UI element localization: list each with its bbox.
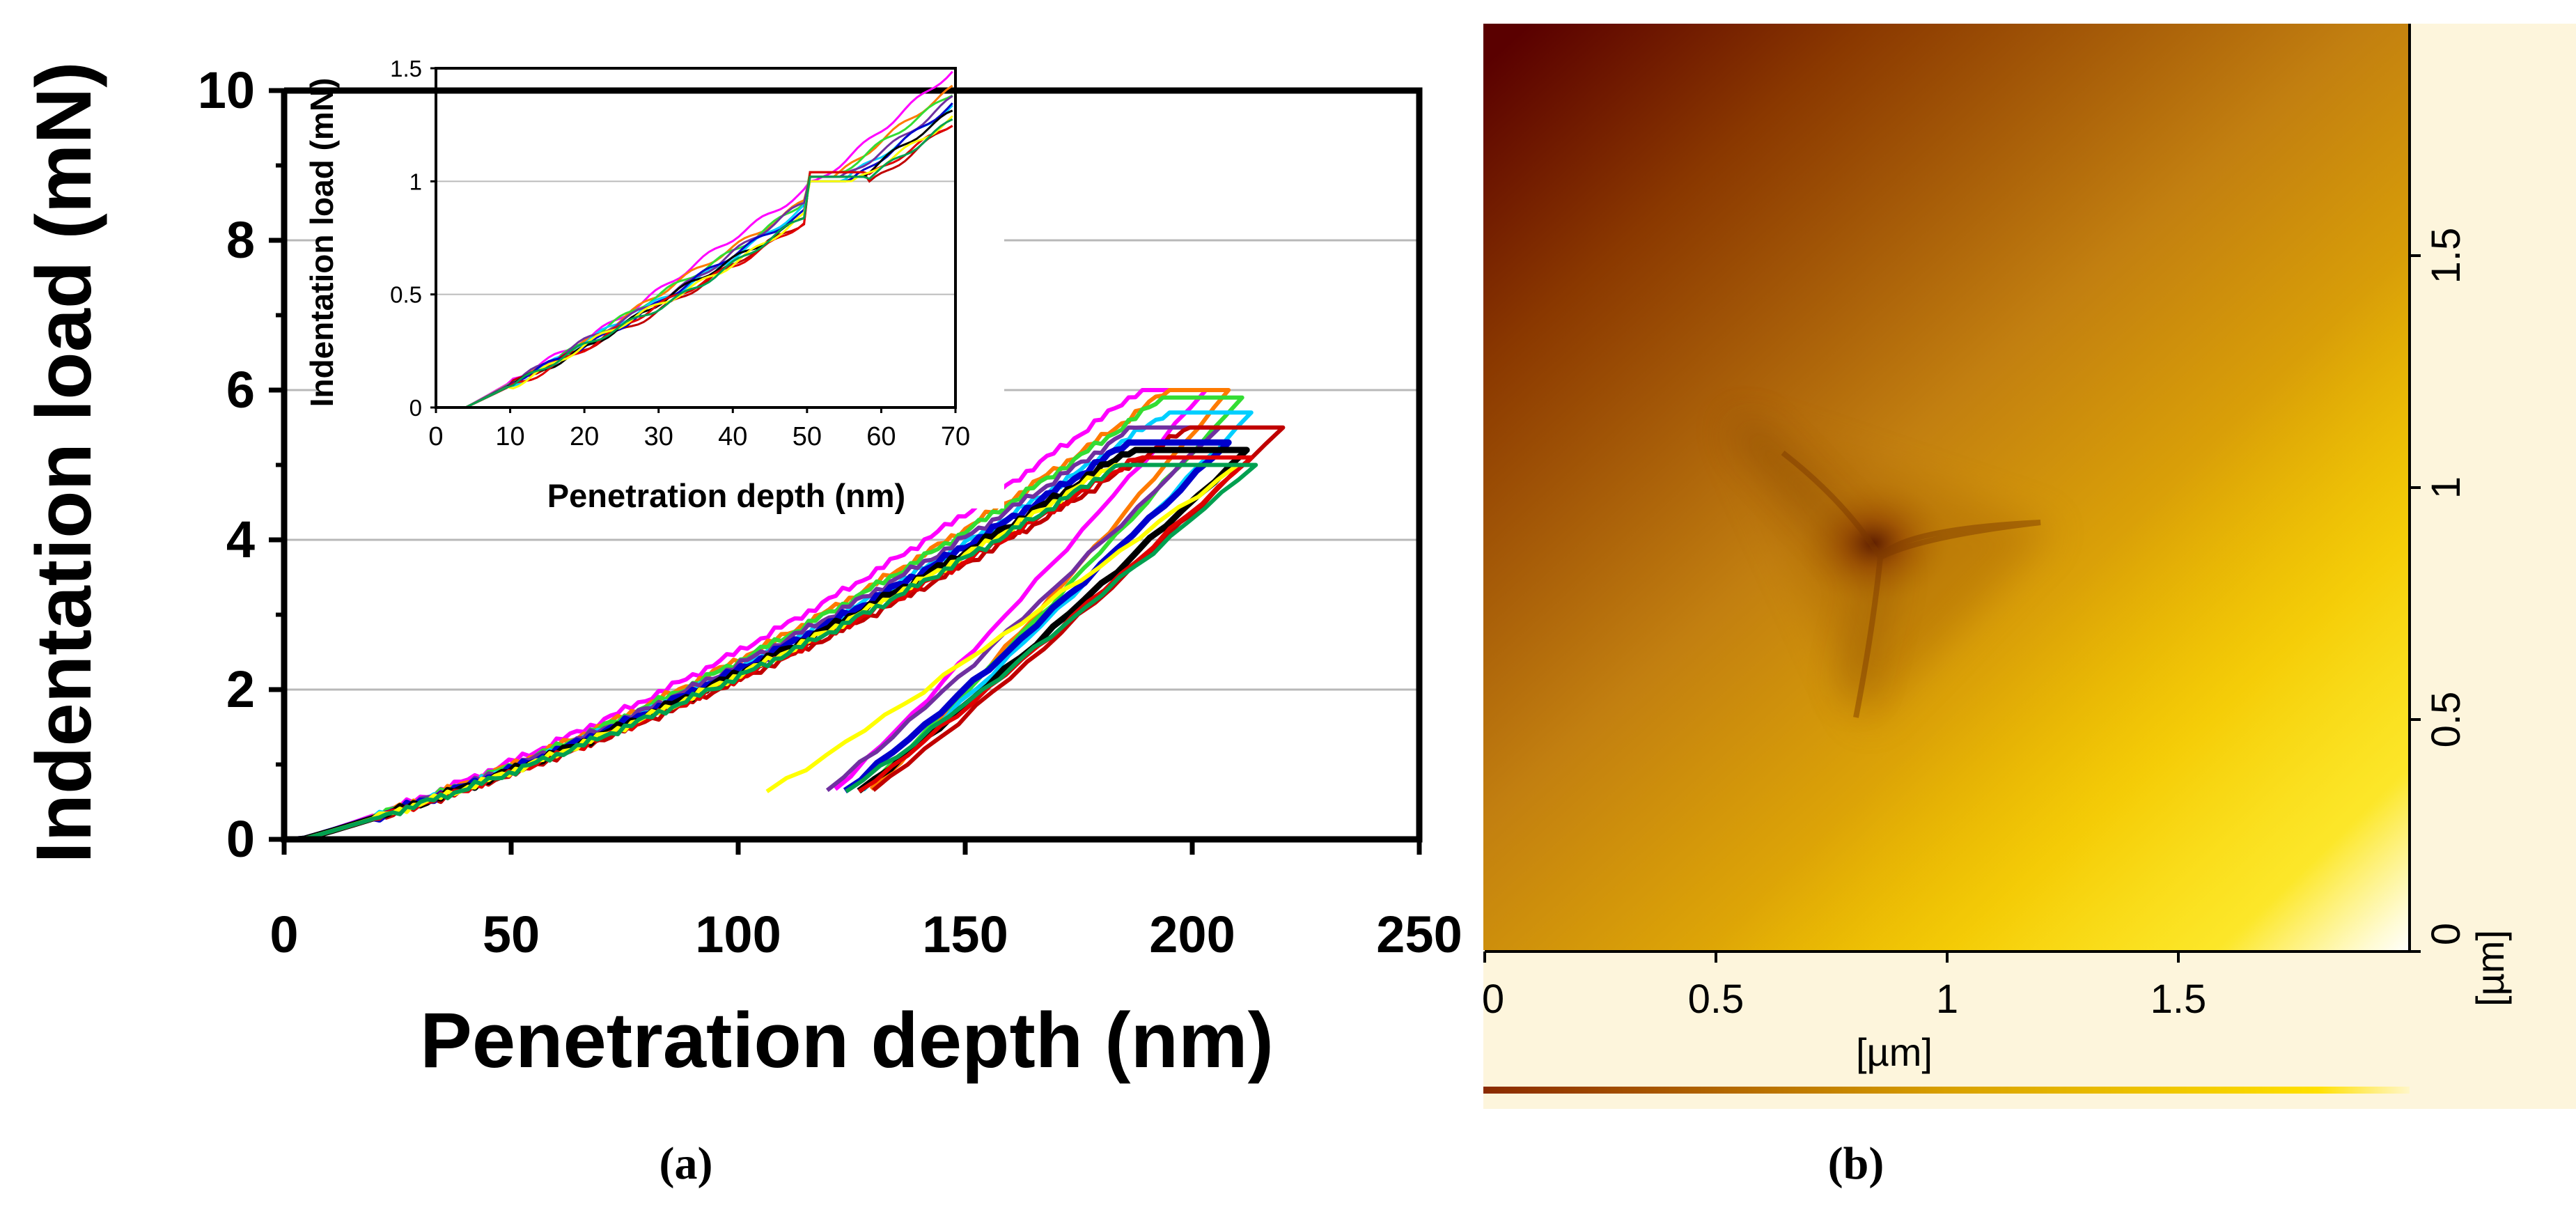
inset-x-tick-label-40: 40 — [718, 422, 747, 451]
y-tick-label-6: 6 — [226, 361, 255, 419]
panel-b-y-tick-label-0.5: 0.5 — [2423, 692, 2469, 748]
y-tick-label-4: 4 — [226, 511, 255, 568]
load-curve-curve-11 — [284, 463, 1258, 841]
inset-curves — [436, 70, 953, 409]
panel-b-x-tick-label-1.5: 1.5 — [2150, 977, 2207, 1022]
panel-b-x-tick-label-0: 0 — [1482, 977, 1504, 1022]
panel-b-y-axis-unit: [µm] — [2468, 930, 2512, 1007]
panel-a-caption: (a) — [659, 1138, 713, 1189]
inset-curve-curve-7 — [436, 102, 953, 409]
x-tick-label-150: 150 — [922, 906, 1008, 963]
panel-b-afm-image: 0 0.5 1 1.5 0 0.5 1 1.5 [µm] [µm] (b) — [1482, 24, 2576, 1189]
panel-b-x-tick-label-0.5: 0.5 — [1688, 977, 1744, 1022]
panel-b-caption: (b) — [1828, 1138, 1884, 1189]
panel-a-curves — [284, 388, 1286, 843]
indent-impression — [1727, 417, 2054, 724]
inset-y-tick-label-0: 0 — [409, 395, 422, 421]
afm-color-scale-bar — [1483, 1087, 2410, 1094]
panel-b-ticks: 0 0.5 1 1.5 0 0.5 1 1.5 — [1482, 228, 2469, 1022]
panel-b-x-axis-unit: [µm] — [1856, 1030, 1933, 1074]
inset-y-tick-label-0.5: 0.5 — [390, 282, 422, 308]
inset-x-tick-label-30: 30 — [644, 422, 673, 451]
inset-axes — [435, 67, 957, 409]
panel-a-x-axis-label: Penetration depth (nm) — [420, 997, 1274, 1084]
inset-y-tick-label-1.5: 1.5 — [390, 56, 422, 81]
inset-x-tick-label-0: 0 — [428, 422, 443, 451]
inset-x-axis-label: Penetration depth (nm) — [547, 477, 905, 514]
panel-b-x-tick-label-1: 1 — [1936, 977, 1958, 1022]
inset-ticks: 0 0.5 1 1.5 0 10 20 30 40 50 60 70 — [390, 56, 970, 451]
inset-x-tick-label-70: 70 — [941, 422, 970, 451]
inset-x-tick-label-20: 20 — [570, 422, 599, 451]
x-tick-label-50: 50 — [483, 906, 540, 963]
inset-x-tick-label-50: 50 — [793, 422, 822, 451]
inset-curve-curve-11 — [436, 118, 953, 409]
y-tick-label-10: 10 — [198, 61, 255, 119]
x-tick-label-200: 200 — [1149, 906, 1235, 963]
inset-plot-frame — [435, 67, 957, 409]
inset-x-tick-label-10: 10 — [495, 422, 524, 451]
inset-curve-curve-10 — [436, 115, 953, 409]
panel-a-y-axis-label: Indentation load (mN) — [20, 61, 107, 863]
x-tick-label-0: 0 — [270, 906, 298, 963]
y-tick-label-8: 8 — [226, 211, 255, 269]
y-tick-label-2: 2 — [226, 660, 255, 718]
afm-surface-highlight — [1483, 24, 2410, 950]
panel-b-y-tick-label-1.5: 1.5 — [2423, 228, 2469, 284]
inset-x-tick-label-60: 60 — [866, 422, 896, 451]
x-tick-label-100: 100 — [695, 906, 781, 963]
y-tick-label-0: 0 — [226, 810, 255, 868]
x-tick-label-250: 250 — [1376, 906, 1462, 963]
panel-b-y-tick-label-1: 1 — [2423, 476, 2469, 499]
load-curve-curve-1 — [284, 388, 1208, 841]
inset-y-axis-label: Indentation load (mN) — [304, 78, 340, 407]
inset-y-tick-label-1: 1 — [409, 169, 422, 194]
panel-b-y-tick-label-0: 0 — [2423, 923, 2469, 945]
